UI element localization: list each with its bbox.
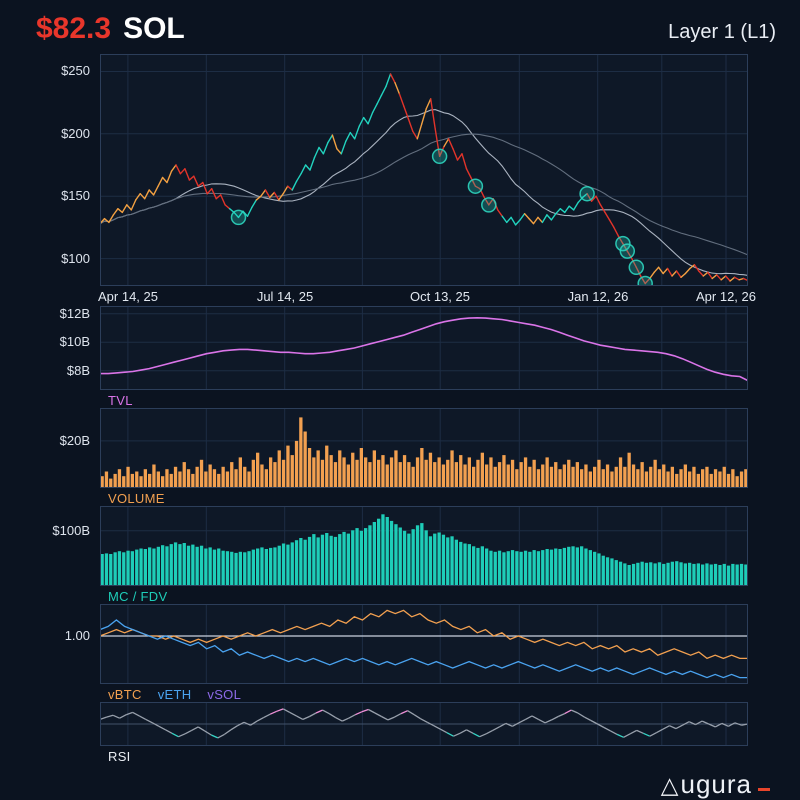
volume-panel: $20B xyxy=(0,408,800,488)
price-y-axis: $250 $200 $150 $100 xyxy=(61,63,90,266)
legend-veth[interactable]: vETH xyxy=(157,686,192,702)
asset-category: Layer 1 (L1) xyxy=(668,21,776,43)
mcfdv-panel: $100B xyxy=(0,506,800,586)
volume-label-row: VOLUME xyxy=(0,488,800,506)
volume-y-axis: $20B xyxy=(59,432,90,448)
ratios-legend-row: vBTC vETH vSOL xyxy=(0,684,800,702)
asset-price: $82.3 xyxy=(36,12,112,45)
asset-symbol: SOL xyxy=(123,12,185,45)
x-axis: Apr 14, 25 Jul 14, 25 Oct 13, 25 Jan 12, 26… xyxy=(98,289,756,304)
augura-logo: △ ugura xyxy=(661,769,770,800)
mcfdv-chart[interactable] xyxy=(100,506,748,586)
mcfdv-y-axis: $100B xyxy=(52,522,90,538)
rsi-label: RSI xyxy=(108,748,131,764)
asset-title: $82.3 SOL xyxy=(36,12,185,46)
volume-chart[interactable] xyxy=(100,408,748,488)
x-axis-row: Apr 14, 25 Jul 14, 25 Oct 13, 25 Jan 12, 26… xyxy=(0,286,800,306)
tvl-panel: $12B $10B $8B xyxy=(0,306,800,390)
legend-vsol[interactable]: vSOL xyxy=(207,686,242,702)
header: $82.3 SOL Layer 1 (L1) xyxy=(0,6,800,54)
price-chart[interactable] xyxy=(100,54,748,286)
tvl-label: TVL xyxy=(108,392,133,408)
x-axis-spacer xyxy=(0,286,100,306)
chart-stack: $250 $200 $150 $100 Apr 14, 25 Jul 14, 25 Oct… xyxy=(0,54,800,764)
volume-label: VOLUME xyxy=(108,490,165,506)
ratios-chart[interactable] xyxy=(100,604,748,684)
rsi-chart[interactable] xyxy=(100,702,748,746)
rsi-y-axis xyxy=(0,702,100,746)
tvl-y-axis: $12B $10B $8B xyxy=(59,305,90,378)
mcfdv-label-row: MC / FDV xyxy=(0,586,800,604)
legend-vbtc[interactable]: vBTC xyxy=(108,686,142,702)
ratios-panel: 1.00 xyxy=(0,604,800,684)
logo-text: ugura xyxy=(680,769,752,799)
footer: △ ugura xyxy=(0,765,800,800)
logo-triangle-icon: △ xyxy=(660,772,680,798)
tvl-chart[interactable] xyxy=(100,306,748,390)
price-panel: $250 $200 $150 $100 xyxy=(0,54,800,286)
ratios-y-axis: 1.00 xyxy=(64,628,90,643)
rsi-label-row: RSI xyxy=(0,746,800,764)
mcfdv-label: MC / FDV xyxy=(108,588,168,604)
tvl-label-row: TVL xyxy=(0,390,800,408)
rsi-panel xyxy=(0,702,800,746)
logo-accent xyxy=(758,788,770,791)
